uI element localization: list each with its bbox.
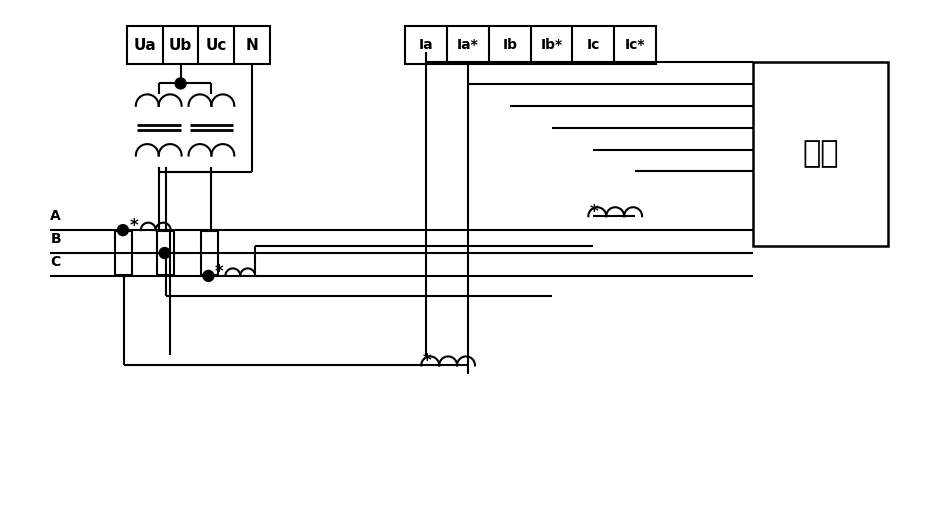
Bar xyxy=(406,26,656,64)
Text: Ic: Ic xyxy=(587,38,600,52)
Circle shape xyxy=(175,78,186,89)
Bar xyxy=(201,231,218,275)
Text: Ia*: Ia* xyxy=(457,38,479,52)
Text: Ub: Ub xyxy=(169,38,192,53)
Text: C: C xyxy=(51,255,60,269)
Bar xyxy=(115,231,132,275)
Text: Ib: Ib xyxy=(502,38,517,52)
Text: N: N xyxy=(246,38,258,53)
Text: Ua: Ua xyxy=(133,38,156,53)
Text: *: * xyxy=(215,263,223,281)
Circle shape xyxy=(203,270,214,281)
Bar xyxy=(157,231,174,275)
Bar xyxy=(753,62,887,246)
Text: B: B xyxy=(51,232,61,246)
Circle shape xyxy=(117,225,129,236)
Text: Ic*: Ic* xyxy=(624,38,645,52)
Bar xyxy=(127,26,270,64)
Text: 设备: 设备 xyxy=(802,140,839,169)
Circle shape xyxy=(160,247,170,259)
Text: Ia: Ia xyxy=(419,38,434,52)
Text: A: A xyxy=(51,209,61,223)
Text: Uc: Uc xyxy=(206,38,227,53)
Text: *: * xyxy=(590,203,599,221)
Text: Ib*: Ib* xyxy=(541,38,562,52)
Text: *: * xyxy=(130,217,138,235)
Text: *: * xyxy=(423,353,432,370)
